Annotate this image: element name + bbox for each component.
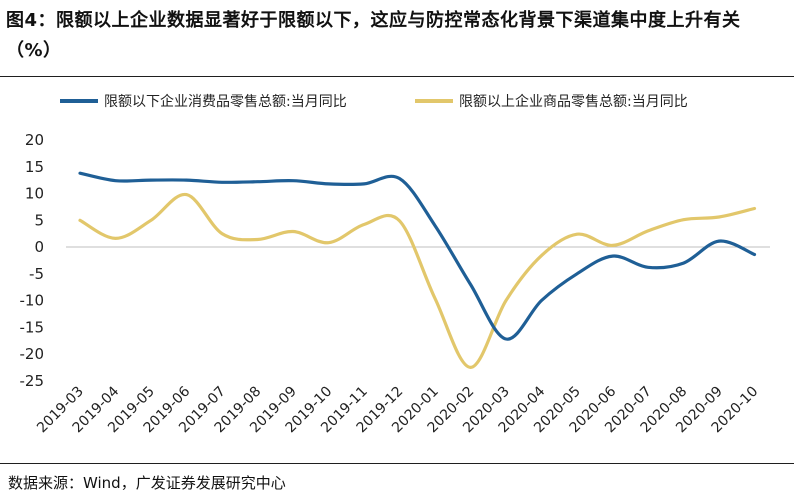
series-0-point-0 (78, 171, 82, 175)
y-tick-label: -15 (20, 318, 45, 336)
series-line-1 (78, 192, 757, 370)
series-1-point-10 (433, 297, 437, 300)
series-0-point-15 (611, 254, 614, 258)
series-1-point-19 (753, 207, 756, 210)
legend-label-1: 限额以上企业商品零售总额:当月同比 (459, 93, 688, 110)
series-0-point-6 (291, 179, 295, 182)
series-1-point-15 (611, 244, 614, 247)
series-1-point-12 (504, 299, 508, 302)
source-bar: 数据来源：Wind，广发证券发展研究中心 (0, 463, 794, 501)
series-1-point-6 (291, 230, 295, 233)
series-1-point-13 (540, 254, 543, 257)
series-0-point-1 (114, 179, 117, 182)
series-0-point-4 (220, 181, 224, 184)
y-tick-label: 10 (25, 185, 44, 203)
series-1-point-14 (575, 232, 579, 236)
y-tick-label: -25 (20, 372, 45, 390)
series-0-point-11 (469, 283, 472, 286)
data-source: 数据来源：Wind，广发证券发展研究中心 (8, 474, 286, 492)
series-0-point-19 (753, 253, 756, 256)
series-0-point-3 (185, 178, 188, 182)
series-0-point-9 (398, 177, 401, 180)
y-tick-label: -20 (20, 345, 45, 363)
series-0-point-17 (682, 261, 685, 265)
series-0-point-7 (327, 182, 330, 186)
series-0-point-5 (256, 180, 259, 183)
y-tick-label: -5 (29, 265, 44, 283)
series-0-point-16 (646, 266, 650, 269)
series-1-point-4 (220, 232, 224, 235)
series-1-point-7 (327, 241, 330, 244)
series-0-point-10 (433, 224, 437, 227)
legend-label-0: 限额以下企业消费品零售总额:当月同比 (104, 93, 347, 110)
series-1-point-3 (185, 193, 188, 196)
series-1-point-8 (362, 223, 366, 226)
chart-title: 图4：限额以上企业数据显著好于限额以下，这应与防控常态化背景下渠道集中度上升有关… (6, 10, 741, 61)
series-0-point-12 (504, 337, 508, 341)
y-tick-label: 20 (25, 131, 44, 149)
y-tick-label: 15 (25, 158, 44, 176)
series-1-point-9 (398, 219, 401, 222)
y-tick-label: 5 (34, 211, 44, 229)
series-0-point-14 (575, 272, 579, 275)
series-1-point-11 (469, 366, 472, 369)
series-1-point-0 (78, 219, 82, 222)
series-0-point-18 (717, 239, 721, 243)
series-0-point-8 (362, 182, 366, 186)
y-tick-label: -10 (20, 292, 45, 310)
series-1-point-17 (682, 218, 685, 221)
series-0-point-2 (149, 178, 153, 182)
series-1-point-2 (149, 219, 153, 222)
y-tick-label: 0 (34, 238, 44, 256)
series-1-point-18 (717, 215, 721, 219)
title-bar: 图4：限额以上企业数据显著好于限额以下，这应与防控常态化背景下渠道集中度上升有关… (0, 0, 794, 77)
series-1-point-5 (256, 238, 259, 241)
series-0-point-13 (540, 299, 543, 302)
series-line-0 (78, 171, 757, 341)
series-1-point-1 (114, 237, 117, 240)
series-1-point-16 (646, 229, 650, 233)
